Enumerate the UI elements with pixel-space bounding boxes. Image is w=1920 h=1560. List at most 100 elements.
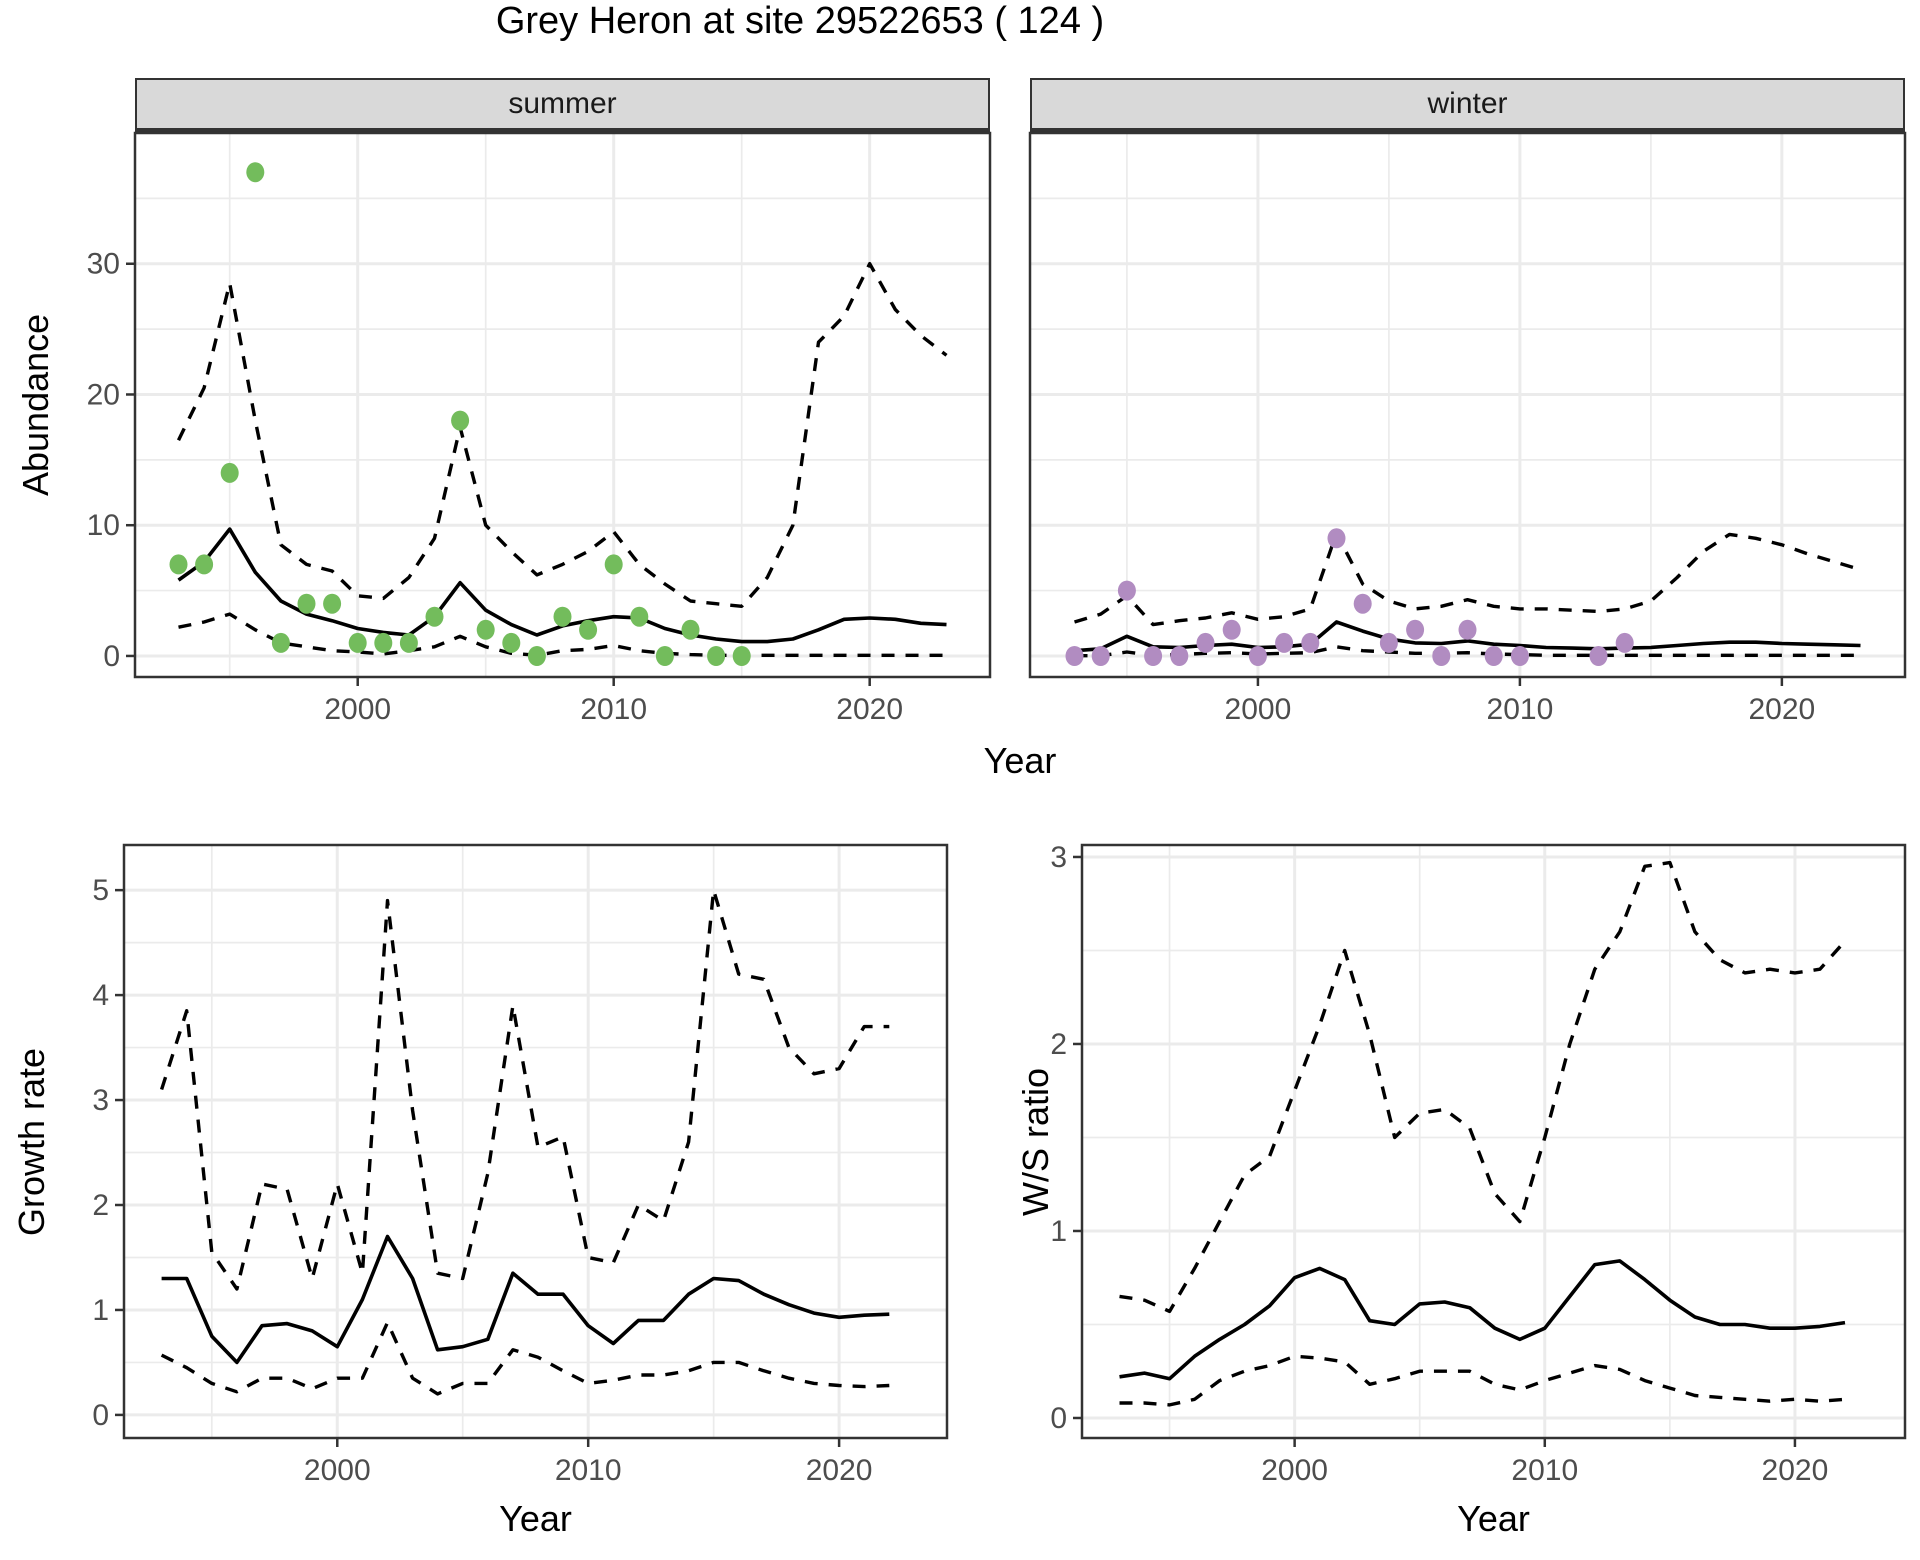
series-group <box>169 162 948 666</box>
y-tick-label: 10 <box>87 509 120 542</box>
upper_ci-line <box>159 888 890 1291</box>
facet-strip-winter-label: winter <box>1427 87 1508 120</box>
data-point <box>323 593 342 614</box>
y-tick-label: 3 <box>92 1084 109 1117</box>
data-point <box>1406 619 1425 640</box>
y-tick-label: 2 <box>1050 1028 1067 1061</box>
x-axis-title-year-top: Year <box>983 740 1057 781</box>
data-point <box>1353 593 1372 614</box>
x-axis-title-year-growth: Year <box>499 1498 572 1539</box>
data-point <box>1170 646 1189 666</box>
data-point <box>451 410 470 431</box>
lower_ci-line <box>1119 1354 1846 1407</box>
y-tick-label: 0 <box>92 1399 109 1432</box>
data-point <box>476 619 495 640</box>
median-line <box>1119 1259 1846 1381</box>
x-tick-label: 2000 <box>1225 693 1292 726</box>
x-tick-label: 2010 <box>580 693 647 726</box>
y-tick-label: 0 <box>103 640 120 673</box>
data-point <box>1615 632 1634 653</box>
points-observed-counts <box>1065 528 1634 666</box>
series-group <box>1065 528 1861 666</box>
panel-ws-ratio: 2000 2010 2020 0 1 2 3 <box>1050 841 1907 1487</box>
lower_ci-line <box>1074 645 1861 658</box>
data-point <box>1065 646 1084 666</box>
y-tick-label: 4 <box>92 979 109 1012</box>
y-tick-label: 3 <box>1050 841 1067 874</box>
series-group <box>1119 860 1847 1407</box>
y-tick-label: 30 <box>87 248 120 281</box>
data-point <box>1091 646 1110 666</box>
data-point <box>1510 646 1529 666</box>
data-point <box>169 554 188 575</box>
data-point <box>399 632 418 653</box>
y-tick-label: 0 <box>1050 1402 1067 1435</box>
data-point <box>1327 528 1346 549</box>
x-tick-label: 2010 <box>1487 693 1554 726</box>
x-tick-label: 2010 <box>1511 1454 1578 1487</box>
data-point <box>1222 619 1241 640</box>
chart-title: Grey Heron at site 29522653 ( 124 ) <box>495 0 1105 42</box>
panel-border <box>1028 131 1907 679</box>
data-point <box>1144 646 1163 666</box>
data-point <box>1248 646 1267 666</box>
points-observed-counts <box>169 162 751 666</box>
x-tick-label: 2020 <box>836 693 903 726</box>
upper_ci-line <box>1074 531 1861 627</box>
data-point <box>425 606 444 627</box>
lower_ci-line <box>160 1320 890 1396</box>
data-point <box>1117 580 1136 601</box>
x-axis-title-year-ratio: Year <box>1457 1498 1530 1539</box>
x-tick-label: 2010 <box>555 1454 622 1487</box>
data-point <box>604 554 623 575</box>
x-tick-label: 2020 <box>1762 1454 1829 1487</box>
y-tick-label: 1 <box>1050 1215 1067 1248</box>
data-point <box>527 646 546 666</box>
panel-border <box>122 843 949 1440</box>
series-group <box>159 888 890 1396</box>
x-tick-label: 2020 <box>806 1454 873 1487</box>
data-point <box>579 619 598 640</box>
panel-background <box>1030 133 1905 677</box>
median-line <box>161 1234 890 1365</box>
facet-strip-summer: summer <box>135 78 990 133</box>
data-point <box>195 554 214 575</box>
data-point <box>1432 646 1451 666</box>
x-tick-label: 2020 <box>1748 693 1815 726</box>
data-point <box>220 462 239 483</box>
data-point <box>271 632 290 653</box>
data-point <box>1275 632 1294 653</box>
data-point <box>246 162 265 183</box>
upper_ci-line <box>176 262 948 608</box>
x-tick-label: 2000 <box>1261 1454 1328 1487</box>
data-point <box>732 646 751 666</box>
data-point <box>707 646 726 666</box>
data-point <box>630 606 649 627</box>
data-point <box>681 619 700 640</box>
facet-strip-winter: winter <box>1030 78 1905 133</box>
data-point <box>374 632 393 653</box>
panel-abundance-winter: 2000 2010 2020 <box>1028 131 1907 726</box>
panel-abundance-summer: 2000 2010 2020 0 10 20 30 <box>87 131 992 726</box>
y-tick-label: 1 <box>92 1294 109 1327</box>
x-tick-label: 2000 <box>324 693 391 726</box>
facet-strip-summer-label: summer <box>508 87 617 120</box>
x-tick-label: 2000 <box>304 1454 371 1487</box>
data-point <box>655 646 674 666</box>
data-point <box>1379 632 1398 653</box>
data-point <box>1196 632 1215 653</box>
data-point <box>1301 632 1320 653</box>
data-point <box>1589 646 1608 666</box>
panel-growth-rate: 2000 2010 2020 0 1 2 3 4 5 <box>92 843 949 1487</box>
y-tick-label: 20 <box>87 378 120 411</box>
data-point <box>502 632 521 653</box>
y-tick-label: 5 <box>92 874 109 907</box>
data-point <box>297 593 316 614</box>
data-point <box>348 632 367 653</box>
data-point <box>1458 619 1477 640</box>
lower_ci-line <box>178 612 947 657</box>
y-tick-label: 2 <box>92 1189 109 1222</box>
panel-background <box>135 133 990 677</box>
